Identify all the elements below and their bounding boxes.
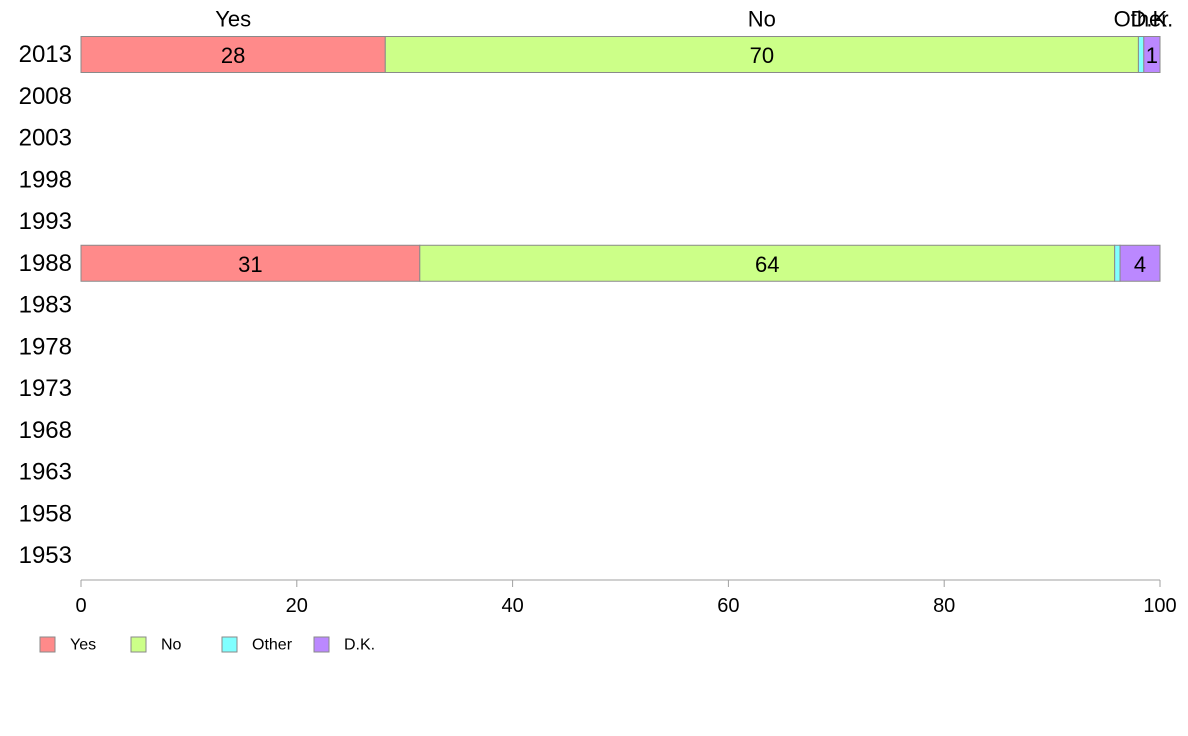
y-tick-label: 1978	[19, 333, 72, 360]
x-tick-label: 80	[933, 595, 955, 617]
legend-label: D.K.	[344, 637, 375, 654]
x-tick-label: 40	[501, 595, 523, 617]
y-tick-label: 1988	[19, 250, 72, 277]
bar-segment	[1114, 244, 1121, 282]
y-tick-label: 2003	[19, 125, 72, 152]
x-tick-label: 100	[1143, 595, 1176, 617]
y-tick-label: 1958	[19, 500, 72, 527]
legend-swatch	[130, 636, 147, 653]
x-tick-label: 60	[717, 595, 739, 617]
y-axis: 2013 2008 2003 1998 1993 1988 1983 1978 1973 1968…	[19, 41, 72, 569]
legend-swatch	[221, 636, 238, 653]
top-series-label: Other	[1114, 7, 1169, 32]
bar-segment	[1143, 36, 1161, 73]
bars: 28 70 1 31 64 4	[80, 36, 1161, 282]
legend: Yes No Other D.K.	[39, 636, 375, 654]
bar-segment	[1119, 244, 1161, 282]
bar-segment	[419, 244, 1116, 282]
top-series-label: D.K.	[1131, 7, 1174, 32]
y-tick-label: 1973	[19, 375, 72, 402]
data-label: 70	[750, 43, 774, 68]
x-axis: 0 20 40 60 80 100	[75, 579, 1177, 617]
y-tick-label: 2013	[19, 41, 72, 68]
y-tick-label: 1963	[19, 459, 72, 486]
top-series-label: No	[748, 7, 776, 32]
y-tick-label: 1983	[19, 292, 72, 319]
top-series-label: Yes	[215, 7, 251, 32]
data-label: 4	[1134, 252, 1146, 277]
legend-swatch	[313, 636, 330, 653]
y-tick-label: 1993	[19, 208, 72, 235]
x-tick-label: 20	[286, 595, 308, 617]
data-label: 28	[221, 43, 245, 68]
bar-segment	[1137, 36, 1145, 73]
data-label: 31	[238, 252, 262, 277]
x-tick-label: 0	[75, 595, 86, 617]
bar-segment	[384, 36, 1139, 73]
legend-label: Other	[252, 637, 293, 654]
data-label: 64	[755, 252, 779, 277]
y-tick-label: 1968	[19, 417, 72, 444]
y-tick-label: 1998	[19, 166, 72, 193]
y-tick-label: 2008	[19, 83, 72, 110]
legend-label: Yes	[70, 637, 96, 654]
legend-label: No	[161, 637, 182, 654]
bar-segment	[80, 36, 386, 73]
data-label: 1	[1146, 43, 1158, 68]
y-tick-label: 1953	[19, 542, 72, 569]
legend-swatch	[39, 636, 56, 653]
